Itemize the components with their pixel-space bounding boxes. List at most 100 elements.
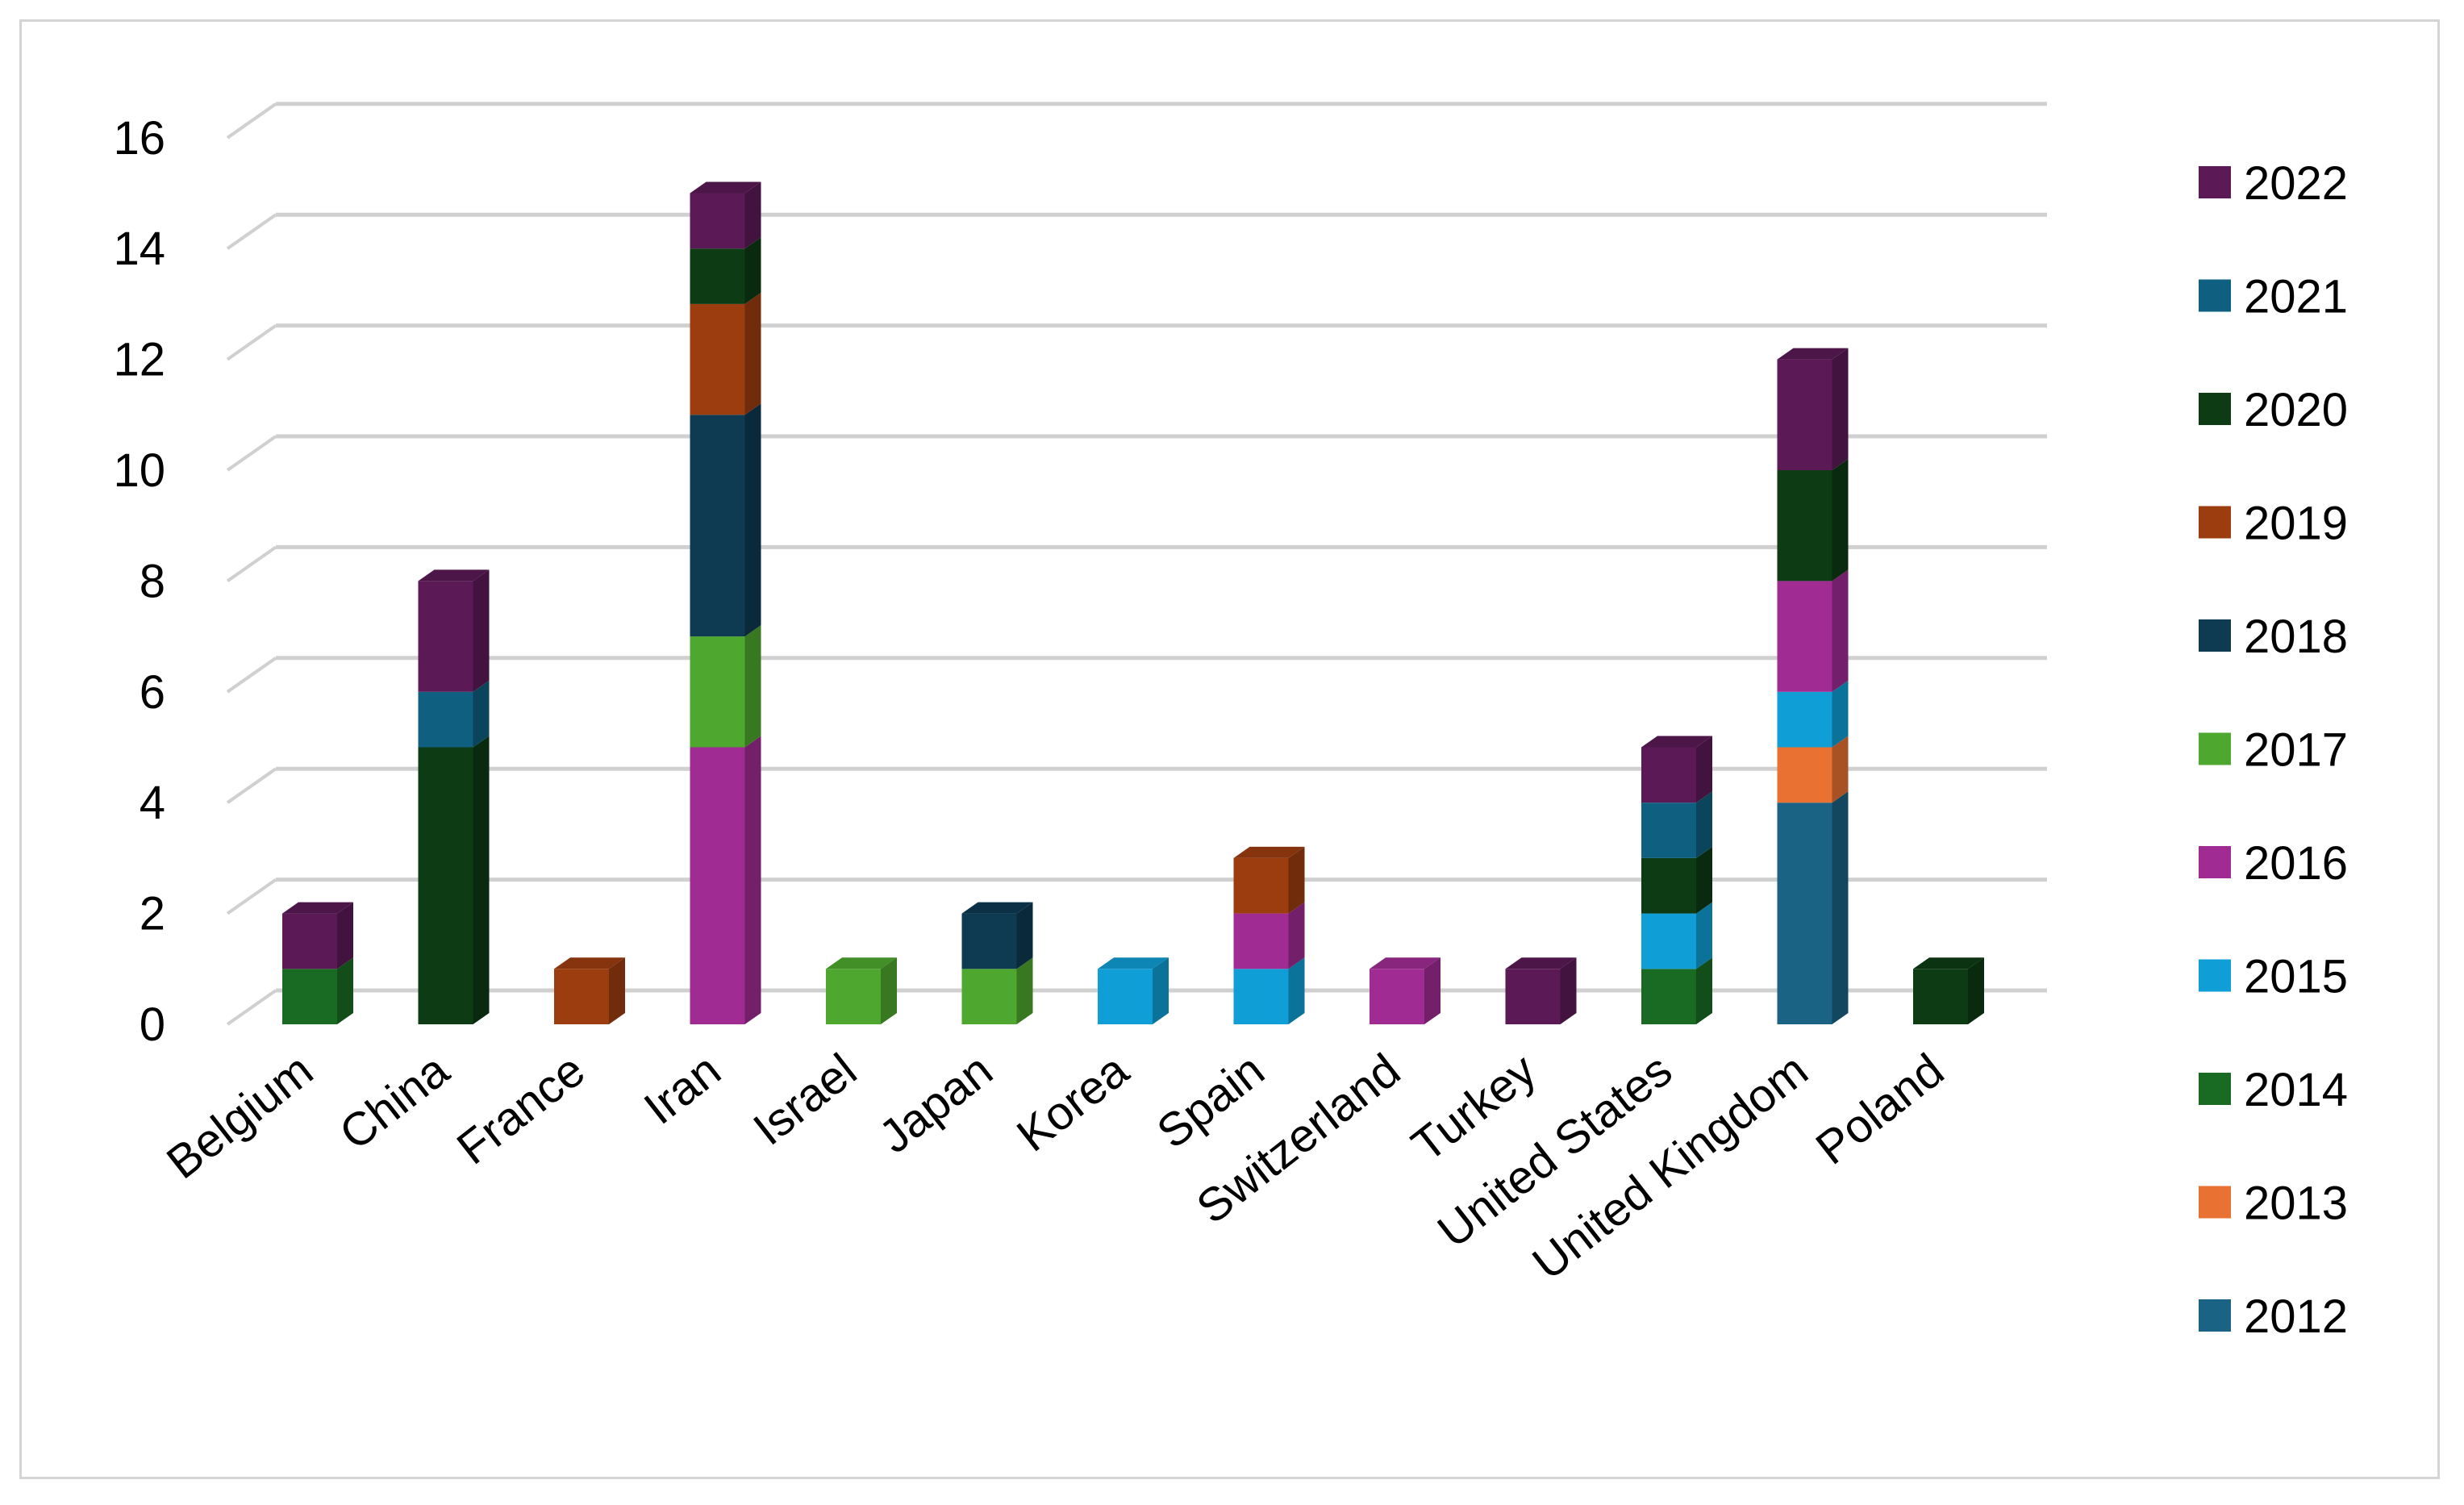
bar-stack-turkey bbox=[1505, 957, 1577, 1024]
bar-segment-2022 bbox=[418, 569, 490, 692]
y-tick-label: 0 bbox=[140, 998, 165, 1051]
bar-front bbox=[1777, 581, 1832, 692]
bar-front bbox=[690, 303, 745, 415]
bar-front bbox=[690, 193, 745, 249]
legend-swatch bbox=[2199, 1073, 2231, 1105]
y-tick-label: 2 bbox=[140, 888, 165, 940]
bar-segment-2022 bbox=[282, 902, 353, 969]
bar-side bbox=[744, 403, 761, 637]
bar-front bbox=[690, 248, 745, 304]
y-axis-ticks: 0 2 4 6 8 10 12 14 16 bbox=[113, 112, 165, 1051]
bar-top bbox=[1505, 957, 1577, 969]
legend-label: 2020 bbox=[2244, 384, 2348, 436]
bar-side bbox=[473, 736, 490, 1024]
bar-segment-2022 bbox=[1777, 348, 1849, 470]
bar-top bbox=[1098, 957, 1169, 969]
bar-side bbox=[744, 625, 761, 748]
bar-segment-2015 bbox=[1641, 902, 1712, 969]
legend-label: 2013 bbox=[2244, 1178, 2348, 1230]
gridline-diagonal bbox=[226, 989, 277, 1026]
bars bbox=[282, 181, 1984, 1024]
bar-side bbox=[1832, 459, 1849, 582]
legend-item-2014: 2014 bbox=[2199, 1064, 2348, 1116]
bar-side bbox=[881, 957, 897, 1024]
bar-front bbox=[1913, 969, 1968, 1024]
bar-front bbox=[282, 969, 337, 1024]
bar-side bbox=[1832, 736, 1849, 803]
legend-swatch bbox=[2199, 1186, 2231, 1219]
bar-segment-2017 bbox=[690, 625, 761, 748]
bar-top bbox=[1233, 846, 1305, 858]
bar-side bbox=[1153, 957, 1169, 1024]
bar-front bbox=[690, 747, 745, 1024]
bar-side bbox=[1424, 957, 1440, 1024]
bar-top bbox=[418, 569, 490, 582]
bar-segment-2019 bbox=[554, 957, 625, 1024]
bar-top bbox=[1641, 736, 1712, 748]
bar-segment-2014 bbox=[1641, 957, 1712, 1024]
bar-segment-2016 bbox=[690, 736, 761, 1024]
legend-swatch bbox=[2199, 1299, 2231, 1332]
bar-segment-2022 bbox=[1505, 957, 1577, 1024]
bar-top bbox=[961, 902, 1033, 914]
bar-stack-united-states bbox=[1641, 736, 1712, 1024]
bar-front bbox=[1777, 470, 1832, 582]
bar-side bbox=[1832, 680, 1849, 748]
bar-front bbox=[961, 969, 1017, 1024]
bar-segment-2020 bbox=[1777, 459, 1849, 582]
bar-front bbox=[1777, 359, 1832, 470]
bar-segment-2014 bbox=[282, 957, 353, 1024]
bar-front bbox=[1777, 747, 1832, 803]
bar-stack-united-kingdom bbox=[1777, 348, 1849, 1024]
x-category-label: Belgium bbox=[157, 1044, 323, 1189]
y-tick-label: 14 bbox=[113, 223, 165, 275]
x-category-label: Poland bbox=[1807, 1044, 1953, 1174]
x-category-label: Japan bbox=[869, 1044, 1003, 1164]
bar-side bbox=[1696, 902, 1712, 969]
bar-side bbox=[744, 237, 761, 304]
legend-swatch bbox=[2199, 619, 2231, 652]
gridline-diagonal bbox=[226, 545, 277, 583]
bar-front bbox=[554, 969, 609, 1024]
bar-front bbox=[1098, 969, 1153, 1024]
bar-stack-israel bbox=[826, 957, 897, 1024]
bar-segment-2018 bbox=[961, 902, 1033, 969]
bar-stack-switzerland bbox=[1370, 957, 1440, 1024]
gridline-diagonal bbox=[226, 878, 277, 915]
legend-swatch bbox=[2199, 279, 2231, 312]
bar-segment-2019 bbox=[1233, 846, 1305, 914]
y-tick-label: 8 bbox=[140, 555, 165, 607]
bar-stack-korea bbox=[1098, 957, 1169, 1024]
bar-side bbox=[1288, 902, 1305, 969]
gridline-diagonal bbox=[226, 657, 277, 694]
legend-item-2018: 2018 bbox=[2199, 611, 2348, 663]
legend-item-2016: 2016 bbox=[2199, 837, 2348, 890]
bar-side bbox=[1696, 846, 1712, 914]
legend-swatch bbox=[2199, 506, 2231, 539]
bar-front bbox=[1233, 913, 1289, 969]
x-category-label: China bbox=[330, 1044, 459, 1161]
bar-side bbox=[1832, 791, 1849, 1024]
bar-front bbox=[1641, 969, 1696, 1024]
bar-front bbox=[1233, 969, 1289, 1024]
bar-segment-2013 bbox=[1777, 736, 1849, 803]
bar-segment-2018 bbox=[690, 403, 761, 637]
bar-segment-2020 bbox=[690, 237, 761, 304]
gridline-diagonal bbox=[226, 213, 277, 250]
bar-side bbox=[744, 292, 761, 415]
gridline-diagonal bbox=[226, 435, 277, 472]
legend-swatch bbox=[2199, 732, 2231, 765]
bar-segment-2012 bbox=[1777, 791, 1849, 1024]
bar-stack-china bbox=[418, 569, 490, 1024]
gridline-diagonal bbox=[226, 102, 277, 140]
bar-segment-2020 bbox=[1641, 846, 1712, 914]
bar-segment-2016 bbox=[1233, 902, 1305, 969]
bar-top bbox=[282, 902, 353, 914]
bar-stack-japan bbox=[961, 902, 1033, 1024]
gridline-diagonal bbox=[226, 323, 277, 361]
bar-segment-2017 bbox=[961, 957, 1033, 1024]
bar-segment-2020 bbox=[1913, 957, 1984, 1024]
x-category-label: Israel bbox=[744, 1044, 866, 1156]
